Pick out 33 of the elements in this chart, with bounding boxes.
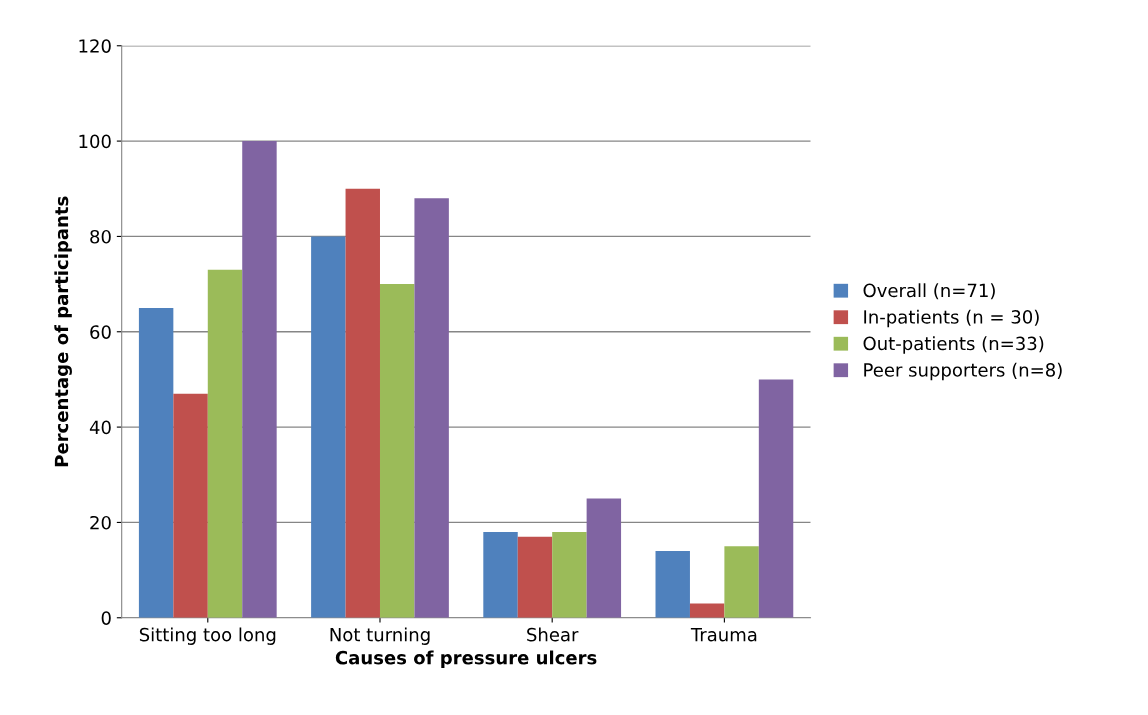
bar	[758, 379, 794, 618]
y-tick-label: 20	[90, 515, 111, 530]
legend-label: Peer supporters (n=8)	[864, 362, 1062, 381]
bar	[138, 307, 174, 618]
y-tick-label: 60	[90, 325, 111, 339]
x-tick-label: Not turning	[330, 627, 430, 645]
x-tick-label: Shear	[527, 627, 579, 642]
bar	[242, 141, 277, 618]
legend-label: In-patients (n = 30)	[864, 309, 1039, 328]
bar	[517, 536, 553, 618]
bar	[724, 546, 759, 618]
y-tick-label: 100	[79, 134, 111, 149]
bar	[483, 531, 518, 618]
bar	[552, 531, 587, 618]
y-axis-title: Percentage of participants	[54, 196, 72, 467]
bar	[345, 188, 380, 618]
bar	[586, 498, 622, 618]
x-tick-label: Trauma	[690, 628, 757, 642]
bar	[173, 393, 208, 618]
y-tick-label: 0	[101, 611, 111, 625]
x-tick-label: Sitting too long	[139, 627, 276, 645]
y-tick-label: 80	[90, 229, 111, 244]
y-tick-label: 120	[79, 39, 111, 53]
legend-label: Out-patients (n=33)	[863, 336, 1044, 354]
legend-label: Overall (n=71)	[863, 283, 995, 300]
bar	[379, 284, 415, 618]
bar	[414, 198, 449, 618]
y-tick-label: 40	[89, 420, 111, 435]
bar	[207, 269, 243, 618]
bar	[311, 236, 346, 618]
x-axis-title: Causes of pressure ulcers	[335, 650, 597, 668]
bar	[655, 551, 690, 618]
bar	[689, 603, 725, 618]
